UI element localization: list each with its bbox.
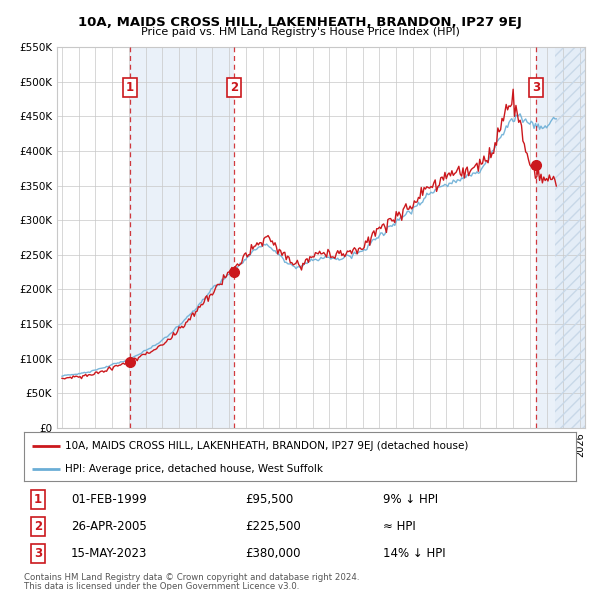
Text: 14% ↓ HPI: 14% ↓ HPI	[383, 548, 445, 560]
Text: £225,500: £225,500	[245, 520, 301, 533]
Bar	[130, 47, 235, 428]
Text: £380,000: £380,000	[245, 548, 301, 560]
Text: This data is licensed under the Open Government Licence v3.0.: This data is licensed under the Open Gov…	[24, 582, 299, 590]
Text: 15-MAY-2023: 15-MAY-2023	[71, 548, 147, 560]
Text: 26-APR-2005: 26-APR-2005	[71, 520, 146, 533]
Text: 3: 3	[34, 548, 42, 560]
Text: 2: 2	[34, 520, 42, 533]
Bar	[555, 47, 585, 428]
Text: Contains HM Land Registry data © Crown copyright and database right 2024.: Contains HM Land Registry data © Crown c…	[24, 573, 359, 582]
Text: 9% ↓ HPI: 9% ↓ HPI	[383, 493, 438, 506]
Text: 10A, MAIDS CROSS HILL, LAKENHEATH, BRANDON, IP27 9EJ: 10A, MAIDS CROSS HILL, LAKENHEATH, BRAND…	[78, 16, 522, 29]
Bar	[536, 47, 585, 428]
Text: 1: 1	[126, 81, 134, 94]
Text: ≈ HPI: ≈ HPI	[383, 520, 416, 533]
Bar	[555, 47, 585, 428]
Text: 2: 2	[230, 81, 239, 94]
Text: 1: 1	[34, 493, 42, 506]
Text: Price paid vs. HM Land Registry's House Price Index (HPI): Price paid vs. HM Land Registry's House …	[140, 27, 460, 37]
Text: HPI: Average price, detached house, West Suffolk: HPI: Average price, detached house, West…	[65, 464, 323, 474]
Text: 3: 3	[532, 81, 540, 94]
Text: 10A, MAIDS CROSS HILL, LAKENHEATH, BRANDON, IP27 9EJ (detached house): 10A, MAIDS CROSS HILL, LAKENHEATH, BRAND…	[65, 441, 469, 451]
Text: £95,500: £95,500	[245, 493, 293, 506]
Text: 01-FEB-1999: 01-FEB-1999	[71, 493, 146, 506]
